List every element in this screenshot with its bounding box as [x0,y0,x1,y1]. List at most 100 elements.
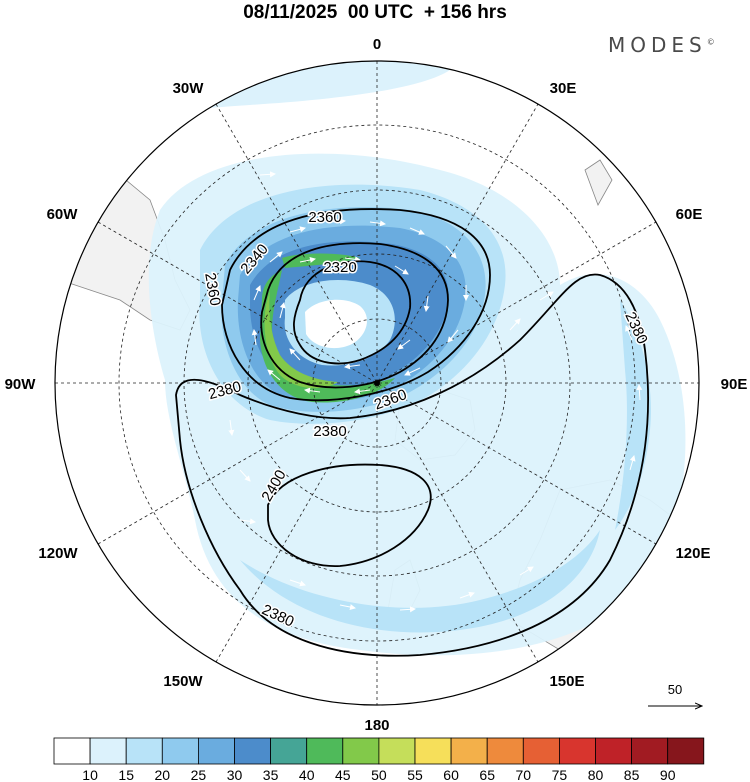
wind-vector [629,455,636,471]
colorbar-swatch [522,737,560,765]
wind-vector [329,218,346,225]
lon-label-0: 0 [373,36,381,53]
colorbar-tick-label: 50 [371,767,387,782]
colorbar-swatch [342,737,380,765]
colorbar-tick-label: 15 [118,767,134,782]
shading-50-band [264,290,338,389]
wind-vector [459,591,475,599]
lon-label-180: 180 [364,717,389,734]
wind-vector [199,164,215,171]
longitude-labels: 0 30E 60E 90E 120E 150E 180 150W 120W 90… [5,36,748,734]
wind-vector [269,251,283,263]
colorbar-tick-label: 45 [335,767,351,782]
contour-2400 [267,463,432,567]
colorbar-tick-label: 75 [552,767,568,782]
wind-vector [423,295,430,312]
wind-vector [539,291,554,301]
colorbar-tick-label: 70 [516,767,532,782]
wind-vector [394,265,409,275]
colorbar-tick-label: 55 [407,767,423,782]
colorbar-swatch [595,737,632,765]
colorbar-tick-label: 30 [227,767,243,782]
lon-label-60w: 60W [47,206,79,223]
wind-vector [625,325,633,341]
lon-label-60e: 60E [676,206,703,223]
wind-vector [289,348,301,361]
modes-logo: MODES© [608,33,715,57]
colorbar: 10 15 20 25 30 35 40 45 50 55 60 65 70 75 80 85 90 [53,737,705,782]
colorbar-tick-label: 80 [588,767,604,782]
contour-label: 2360 [308,209,341,226]
colorbar-tick-label: 90 [660,767,676,782]
wind-vector [251,329,258,346]
wind-vector [509,318,521,331]
contour-2360 [221,208,491,402]
contour-2320 [293,260,411,365]
wind-vector [279,302,286,319]
colorbar-tick-label: 65 [479,767,495,782]
wind-vector [267,369,281,381]
shading-15-north [90,61,450,112]
height-contours [175,208,649,657]
chart-title: 08/11/2025 00 UTC + 156 hrs [243,2,507,23]
meridian-120 [97,221,657,545]
contour-2340 [260,242,449,389]
wind-vector [344,363,361,370]
wind-vector [344,256,361,263]
lon-label-30e: 30E [550,80,577,97]
wind-vector [519,566,534,576]
colorbar-swatch [414,737,452,765]
colorbar-tick-label: 35 [263,767,279,782]
wind-vector [239,469,251,482]
colorbar-swatch [306,737,344,765]
wind-vector [299,257,316,263]
wind-vector [259,171,276,178]
contour-label: 2380 [313,423,346,440]
wind-vectors [199,164,643,613]
lon-label-90e: 90E [721,376,748,393]
lon-label-30w: 30W [173,80,205,97]
wind-vector [404,367,421,376]
wind-vector [339,604,356,610]
brand-mark: © [706,37,715,47]
meridian-150 [215,103,539,663]
colorbar-tick-label: 10 [82,767,98,782]
colorbar-tick-label: 25 [191,767,207,782]
wind-vector [399,606,416,613]
wind-vector [369,220,386,227]
map-boundary [54,60,700,706]
wind-vector [289,579,306,587]
reference-vector-label: 50 [668,682,682,697]
lon-label-150e: 150E [549,673,584,690]
lon-label-120w: 120W [38,545,78,562]
wind-vector [447,329,459,343]
colorbar-swatch [270,737,308,765]
shading-45-band [260,270,395,403]
colorbar-swatch [559,737,596,765]
colorbar-swatch [631,737,669,765]
colorbar-swatch [125,737,163,765]
colorbar-swatch [53,737,91,765]
lon-label-150w: 150W [163,673,203,690]
wind-vector [354,388,371,395]
wind-speed-shading [90,61,686,656]
contour-2380 [175,273,649,657]
wind-vector [289,226,306,233]
shading-interior-core [305,299,367,349]
colorbar-swatch [197,737,235,765]
wind-vector [228,419,235,436]
colorbar-swatch [667,737,705,765]
wind-vector [445,245,457,259]
wind-vector [304,387,321,394]
wind-vector [239,518,256,525]
brand-name: MODES [608,33,707,57]
wind-vector [636,384,643,401]
pole-marker [374,380,380,386]
meridian-60 [97,221,657,545]
colorbar-tick-label: 85 [624,767,640,782]
wind-vector [397,339,411,350]
colorbar-swatch [486,737,524,765]
reference-vector: 50 [648,682,702,706]
colorbar-swatch [378,737,416,765]
